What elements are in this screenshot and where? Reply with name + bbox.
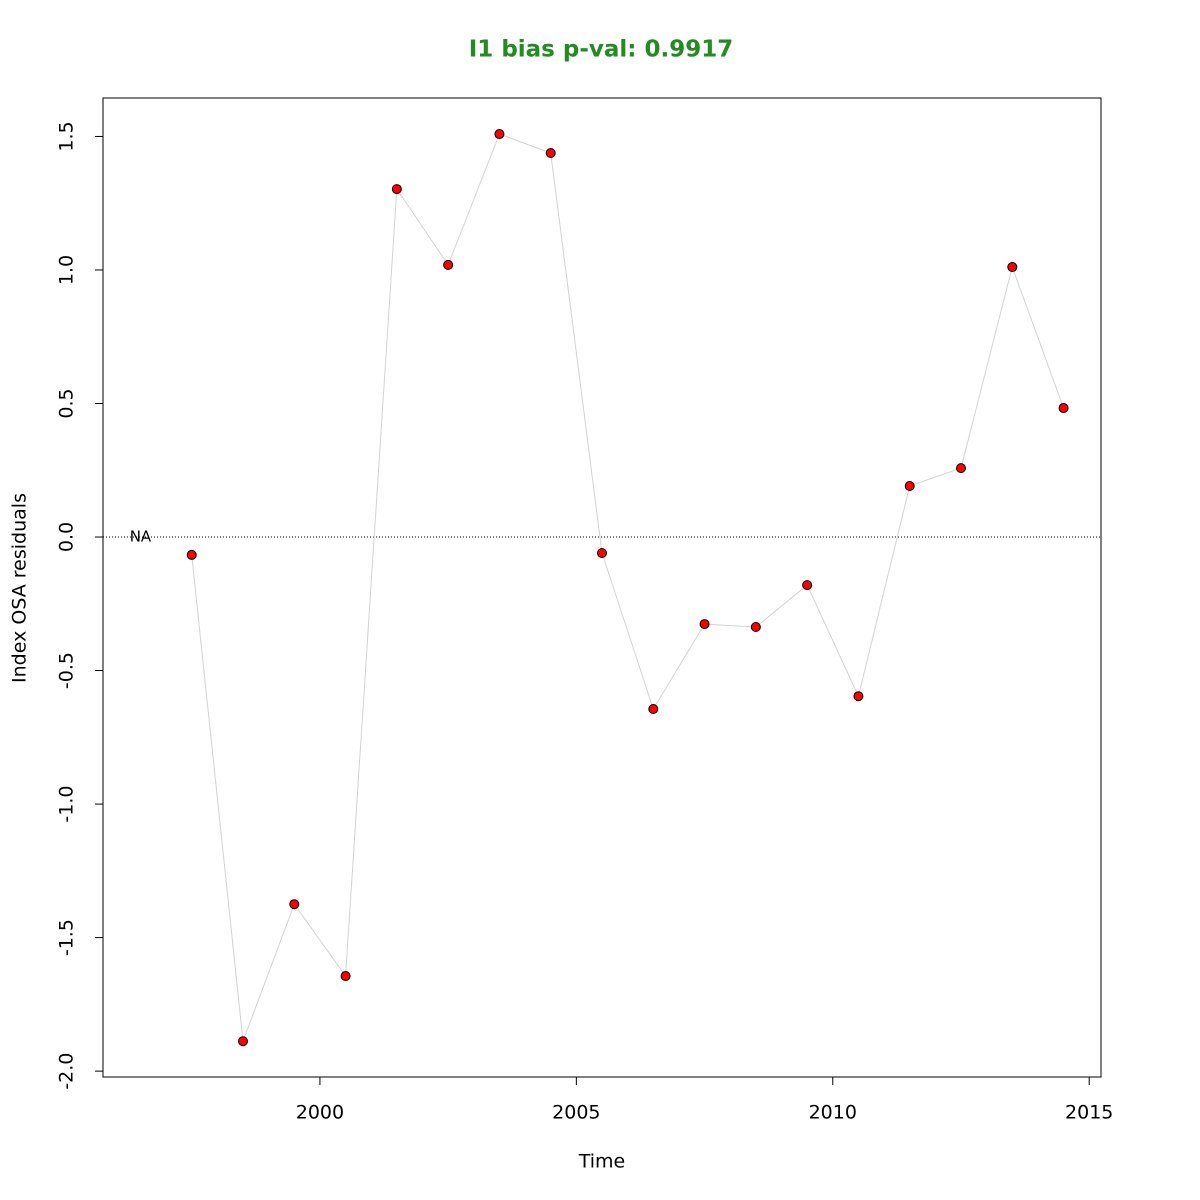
data-point xyxy=(443,259,454,270)
y-tick-label: 1.0 xyxy=(56,255,78,285)
data-point xyxy=(750,622,761,633)
x-tick-label: 2000 xyxy=(296,1102,344,1124)
x-tick-label: 2010 xyxy=(809,1102,857,1124)
annotation: NA xyxy=(130,528,152,546)
data-point xyxy=(238,1036,249,1047)
data-point xyxy=(802,580,813,591)
y-tick-label: 0.0 xyxy=(56,522,78,552)
data-point xyxy=(391,184,402,195)
plot-frame xyxy=(102,97,1102,1078)
data-point xyxy=(289,899,300,910)
data-point xyxy=(545,148,556,159)
y-tick-label: 1.5 xyxy=(56,121,78,151)
y-tick-label: -0.5 xyxy=(56,652,78,689)
data-point xyxy=(648,704,659,715)
chart-title: I1 bias p-val: 0.9917 xyxy=(469,37,734,63)
data-point xyxy=(955,463,966,474)
x-axis-label: Time xyxy=(578,1151,626,1173)
series-line xyxy=(191,133,1065,1042)
y-tick-label: -1.5 xyxy=(56,919,78,956)
data-point xyxy=(494,129,505,140)
data-point xyxy=(853,691,864,702)
data-point xyxy=(1007,262,1018,273)
data-point xyxy=(186,549,197,560)
data-point xyxy=(699,619,710,630)
y-axis-label: Index OSA residuals xyxy=(9,493,31,683)
x-tick-label: 2005 xyxy=(552,1102,600,1124)
y-tick-label: -1.0 xyxy=(56,786,78,823)
y-tick-label: -2.0 xyxy=(56,1053,78,1090)
data-point xyxy=(904,481,915,492)
y-tick-label: 0.5 xyxy=(56,388,78,418)
x-tick-label: 2015 xyxy=(1065,1102,1113,1124)
data-point xyxy=(1058,403,1069,414)
data-point xyxy=(597,548,607,559)
data-point xyxy=(340,971,351,982)
